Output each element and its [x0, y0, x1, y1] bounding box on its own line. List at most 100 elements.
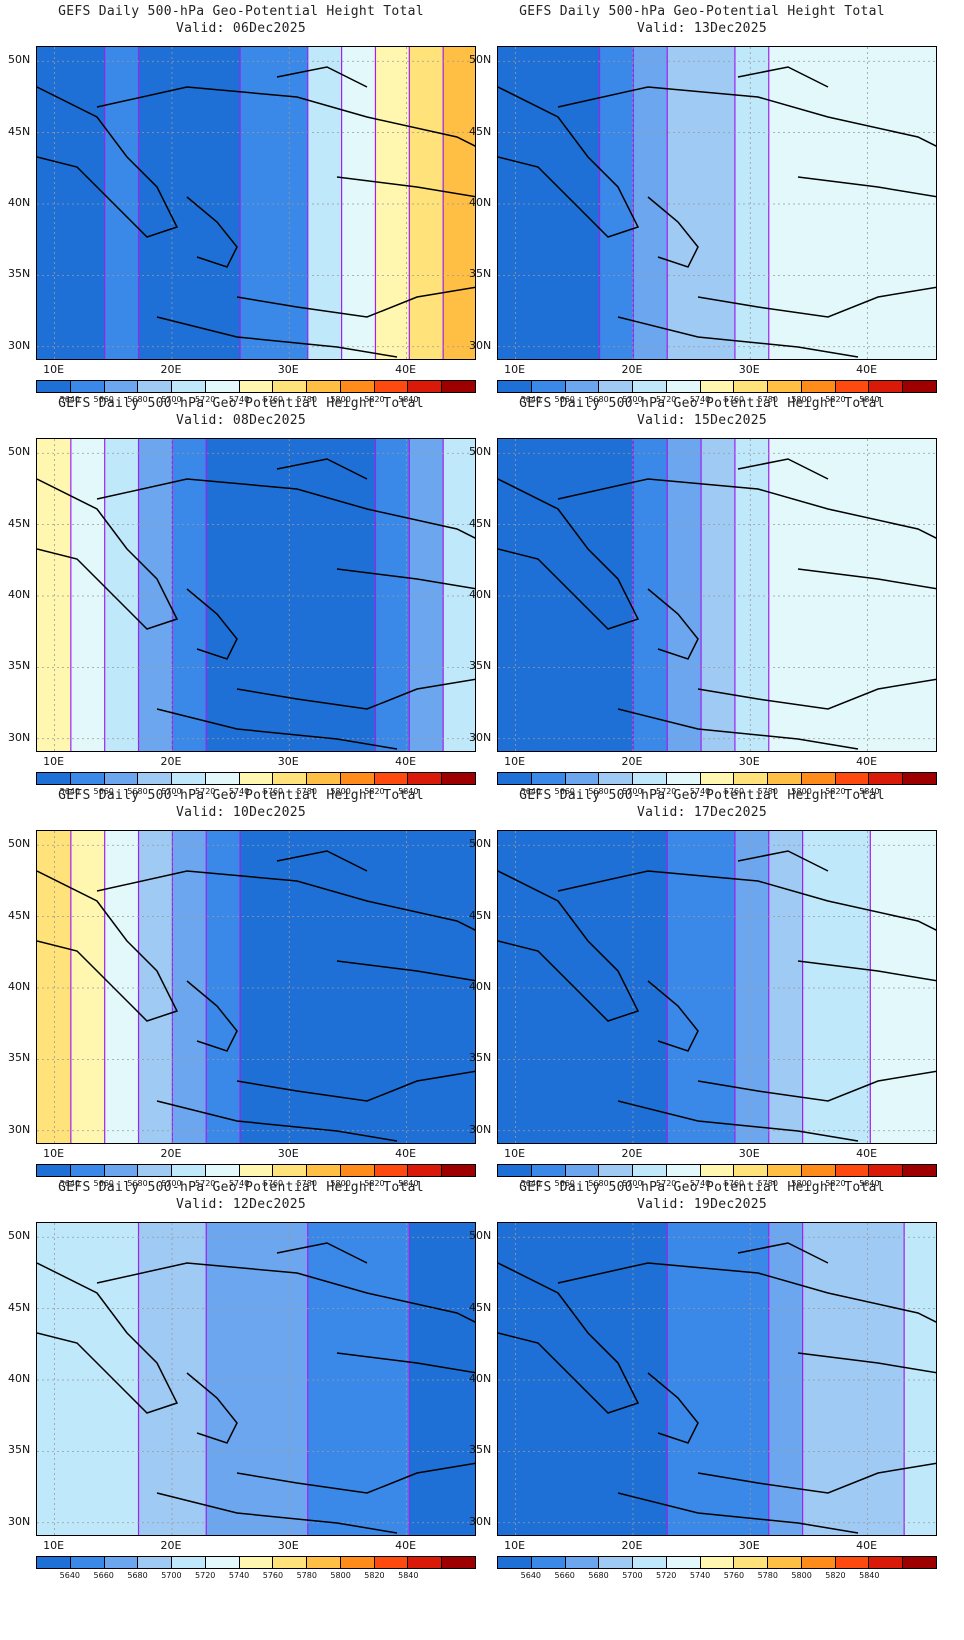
panel-valid-date: Valid: 08Dec2025	[175, 413, 307, 428]
colorbar-swatch	[408, 773, 443, 784]
colorbar-swatch	[138, 1557, 173, 1568]
height-band	[273, 831, 309, 1143]
coastline	[37, 478, 179, 630]
height-band	[104, 47, 140, 359]
height-band	[904, 439, 936, 751]
coastline	[96, 86, 475, 147]
colorbar-swatch	[768, 1557, 802, 1568]
coastline	[697, 678, 936, 710]
lat-tick-label: 45N	[8, 908, 31, 922]
colorbar-swatch	[442, 1165, 475, 1176]
map-panel: GEFS Daily 500-hPa Geo-Potential Height …	[461, 392, 943, 802]
colorbar-swatch	[307, 1557, 341, 1568]
colorbar-swatch	[273, 1557, 308, 1568]
height-band	[240, 831, 275, 1143]
coastline	[186, 588, 238, 660]
colorbar-swatch	[239, 381, 274, 392]
colorbar-swatch	[565, 1557, 600, 1568]
lon-tick-label: 40E	[395, 363, 417, 376]
coastline	[697, 1462, 936, 1494]
lon-tick-label: 30E	[277, 1147, 299, 1160]
lon-tick-label: 10E	[43, 363, 65, 376]
colorbar-swatch	[408, 1165, 443, 1176]
coastline	[276, 850, 368, 872]
height-band	[599, 439, 635, 751]
colorbar-swatch	[734, 1165, 769, 1176]
colorbar-swatch	[734, 381, 769, 392]
colorbar-label: 5840	[398, 787, 419, 796]
height-band	[341, 439, 377, 751]
height-band	[701, 47, 736, 359]
height-band	[667, 47, 703, 359]
coastline	[336, 960, 475, 982]
colorbar-swatch	[442, 381, 475, 392]
panel-valid-date: Valid: 12Dec2025	[175, 1197, 307, 1212]
colorbar-label: 5820	[364, 1179, 385, 1188]
height-map	[497, 1222, 937, 1536]
height-band	[172, 439, 208, 751]
lat-tick-label: 35N	[8, 1051, 31, 1065]
height-band	[307, 439, 343, 751]
colorbar-label: 5760	[262, 1179, 284, 1188]
colorbar-swatch	[700, 381, 735, 392]
lat-tick-label: 35N	[469, 659, 492, 673]
height-field	[498, 1223, 936, 1535]
lon-tick-label: 20E	[160, 1539, 182, 1552]
colorbar-swatch	[273, 381, 308, 392]
lon-tick-label: 20E	[160, 755, 182, 768]
panel-title: GEFS Daily 500-hPa Geo-Potential Height …	[58, 4, 424, 19]
lon-tick-label: 40E	[856, 755, 878, 768]
coastline	[336, 1352, 475, 1374]
lon-tick-label: 20E	[160, 363, 182, 376]
colorbar-swatch	[498, 773, 532, 784]
lat-tick-label: 50N	[469, 1229, 492, 1243]
height-band	[138, 1223, 174, 1535]
height-band	[341, 47, 377, 359]
lon-tick-label: 40E	[856, 363, 878, 376]
colorbar-swatch	[70, 1165, 105, 1176]
height-band	[70, 831, 106, 1143]
height-band	[409, 1223, 445, 1535]
colorbar-swatch	[70, 1557, 105, 1568]
colorbar-label: 5780	[296, 1571, 317, 1580]
height-band	[565, 1223, 601, 1535]
lon-tick-label: 30E	[738, 363, 760, 376]
colorbar-label: 5840	[398, 1571, 419, 1580]
height-band	[870, 439, 906, 751]
lat-tick-label: 45N	[8, 124, 31, 138]
colorbar-swatch	[37, 1557, 71, 1568]
colorbar-swatch	[37, 381, 71, 392]
height-band	[599, 1223, 635, 1535]
colorbar-label: 5780	[757, 787, 778, 796]
colorbar-swatch	[172, 1165, 206, 1176]
coastline	[797, 176, 936, 198]
colorbar-swatch	[239, 1557, 274, 1568]
height-band	[138, 831, 174, 1143]
colorbar-label: 5700	[622, 1571, 643, 1580]
lon-tick-label: 20E	[621, 363, 643, 376]
coastline	[498, 478, 640, 630]
colorbar-swatch	[869, 1557, 904, 1568]
colorbar-swatch	[835, 1165, 870, 1176]
colorbar-label: 5800	[791, 1571, 812, 1580]
coastline	[647, 196, 699, 268]
lon-tick-label: 20E	[621, 755, 643, 768]
lat-tick-label: 45N	[469, 516, 492, 530]
height-band	[443, 47, 475, 359]
coastline	[96, 478, 475, 539]
colorbar-label: 5780	[757, 1571, 778, 1580]
height-band	[104, 439, 140, 751]
colorbar-label: 5640	[520, 787, 542, 796]
coastline	[617, 1100, 859, 1142]
colorbar-label: 5740	[689, 787, 711, 796]
lat-tick-label: 45N	[469, 908, 492, 922]
coastline	[186, 980, 238, 1052]
colorbar-label: 5720	[195, 1179, 216, 1188]
colorbar-label: 5700	[161, 395, 182, 404]
colorbar-swatch	[307, 773, 341, 784]
height-band	[836, 439, 872, 751]
colorbar-swatch	[768, 381, 802, 392]
height-band	[802, 1223, 838, 1535]
height-map	[497, 830, 937, 1144]
colorbar-swatch	[565, 381, 600, 392]
